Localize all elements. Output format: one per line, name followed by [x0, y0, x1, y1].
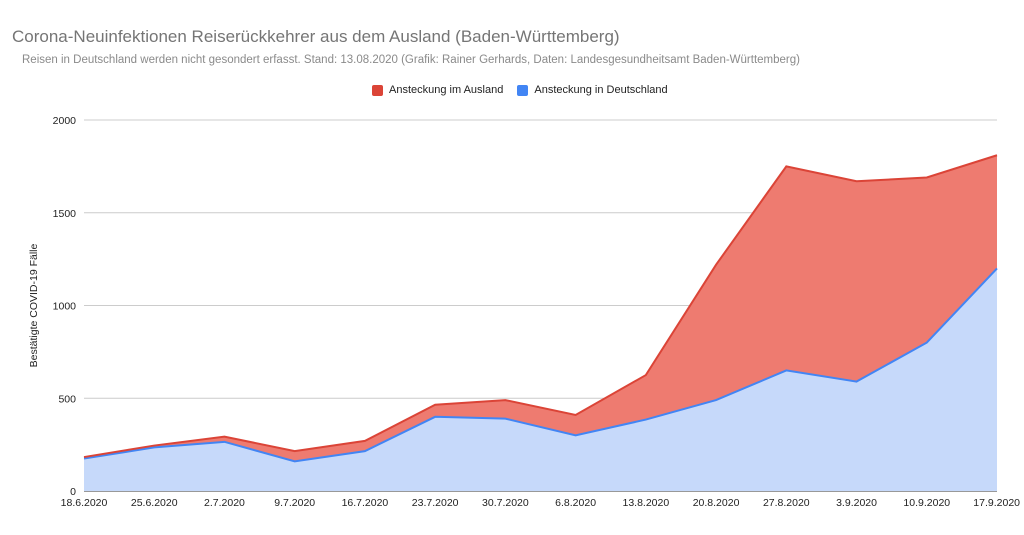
x-tick-label: 3.9.2020 — [836, 497, 877, 509]
data-point-deutschland[interactable] — [713, 397, 719, 403]
data-point-ausland[interactable] — [643, 372, 649, 378]
x-tick-label: 6.8.2020 — [555, 497, 596, 509]
data-point-deutschland[interactable] — [854, 379, 860, 385]
line-ansteckung-im-ausland — [83, 154, 998, 459]
y-tick-label: 1500 — [53, 208, 77, 220]
line-ansteckung-in-deutschland — [83, 267, 998, 463]
y-tick-label: 500 — [58, 393, 76, 405]
x-tick-label: 23.7.2020 — [412, 497, 459, 509]
data-point-ausland[interactable] — [783, 163, 789, 169]
y-tick-label: 2000 — [53, 115, 77, 127]
x-tick-label: 17.9.2020 — [973, 497, 1020, 509]
data-point-deutschland[interactable] — [432, 414, 438, 420]
chart-title: Corona-Neuinfektionen Reiserückkehrer au… — [12, 27, 620, 46]
data-point-deutschland[interactable] — [292, 458, 298, 464]
x-tick-label: 20.8.2020 — [693, 497, 740, 509]
data-point-ausland[interactable] — [292, 448, 298, 454]
y-tick-label: 1000 — [53, 301, 77, 313]
data-point-ausland[interactable] — [573, 412, 579, 418]
data-point-deutschland[interactable] — [502, 416, 508, 422]
area-ansteckung-im-ausland — [84, 155, 997, 462]
legend-swatch-deutschland — [517, 84, 529, 96]
data-point-deutschland[interactable] — [783, 367, 789, 373]
data-point-deutschland[interactable] — [924, 340, 930, 346]
data-point-ausland[interactable] — [854, 178, 860, 184]
data-point-deutschland[interactable] — [221, 439, 227, 445]
data-point-ausland[interactable] — [362, 438, 368, 444]
x-tick-label: 30.7.2020 — [482, 497, 529, 509]
data-point-ausland[interactable] — [432, 402, 438, 408]
x-tick-label: 2.7.2020 — [204, 497, 245, 509]
legend-item-deutschland[interactable]: Ansteckung in Deutschland — [517, 84, 668, 96]
data-point-deutschland[interactable] — [994, 265, 1000, 271]
data-point-ausland[interactable] — [713, 262, 719, 268]
x-tick-label: 9.7.2020 — [274, 497, 315, 509]
data-point-ausland[interactable] — [151, 443, 157, 449]
y-axis-title: Bestätigte COVID-19 Fälle — [28, 243, 40, 367]
data-point-ausland[interactable] — [994, 152, 1000, 158]
x-tick-label: 27.8.2020 — [763, 497, 810, 509]
legend-swatch-ausland — [372, 84, 383, 96]
data-point-ausland[interactable] — [924, 175, 930, 181]
legend: Ansteckung im Ausland Ansteckung in Deut… — [372, 84, 668, 96]
data-point-ausland[interactable] — [502, 397, 508, 403]
x-tick-label: 18.6.2020 — [61, 497, 108, 509]
area-ansteckung-in-deutschland — [84, 268, 997, 491]
data-point-deutschland[interactable] — [643, 417, 649, 423]
x-tick-label: 16.7.2020 — [342, 497, 389, 509]
legend-label-deutschland: Ansteckung in Deutschland — [534, 84, 668, 96]
x-tick-label: 10.9.2020 — [903, 497, 950, 509]
x-tick-label: 25.6.2020 — [131, 497, 178, 509]
legend-label-ausland: Ansteckung im Ausland — [389, 84, 504, 96]
y-tick-label: 0 — [70, 486, 76, 498]
data-point-ausland[interactable] — [221, 434, 227, 440]
data-point-deutschland[interactable] — [362, 448, 368, 454]
data-point-ausland[interactable] — [81, 454, 87, 460]
data-point-deutschland[interactable] — [573, 432, 579, 438]
x-tick-label: 13.8.2020 — [622, 497, 669, 509]
chart-subtitle: Reisen in Deutschland werden nicht geson… — [22, 54, 800, 66]
legend-item-ausland[interactable]: Ansteckung im Ausland — [372, 84, 503, 96]
